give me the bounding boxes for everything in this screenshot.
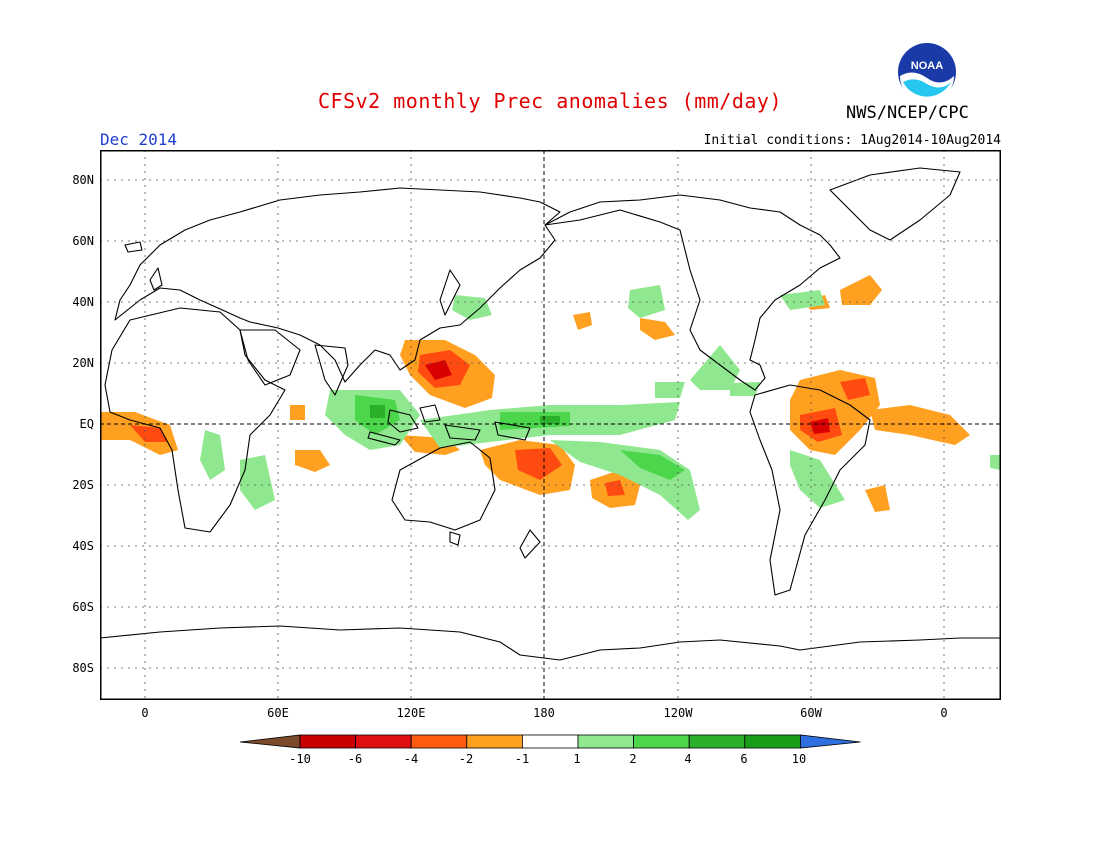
lon-label-60w: 60W	[800, 706, 822, 720]
very-strong-positive-anomaly-areas	[370, 405, 560, 424]
lon-label-120w: 120W	[663, 706, 693, 720]
colorbar-swatch-1	[299, 734, 356, 749]
colorbar	[240, 734, 861, 749]
colorbar-label-neg10: -10	[289, 752, 311, 766]
precip-anomaly-map	[100, 150, 1001, 700]
colorbar-swatch-max	[800, 734, 861, 749]
noaa-logo-icon: NOAA	[898, 43, 956, 102]
colorbar-label-neg6: -6	[347, 752, 363, 766]
lat-label-20s: 20S	[72, 478, 94, 492]
colorbar-swatch-4	[466, 734, 523, 749]
colorbar-label-10: 10	[791, 752, 807, 766]
lon-label-0: 0	[141, 706, 149, 720]
colorbar-swatch-3	[410, 734, 468, 749]
lat-label-20n: 20N	[72, 356, 94, 370]
lat-label-60s: 60S	[72, 600, 94, 614]
reference-lines	[100, 150, 1001, 700]
initial-conditions: Initial conditions: 1Aug2014-10Aug2014	[703, 133, 1001, 148]
lon-label-0-east: 0	[940, 706, 948, 720]
coastlines	[100, 167, 1001, 661]
colorbar-label-4: 4	[684, 752, 692, 766]
lon-label-120e: 120E	[396, 706, 426, 720]
organization-label: NWS/NCEP/CPC	[846, 103, 969, 123]
colorbar-swatch-9	[744, 734, 801, 749]
colorbar-swatch-8	[688, 734, 746, 749]
lat-label-60n: 60N	[72, 234, 94, 248]
colorbar-label-1: 1	[573, 752, 581, 766]
colorbar-label-neg1: -1	[514, 752, 530, 766]
colorbar-swatch-6	[577, 734, 634, 749]
lat-label-eq: EQ	[79, 417, 94, 431]
colorbar-swatch-5	[521, 734, 579, 749]
severe-negative-anomaly-areas	[425, 360, 830, 434]
logo-text: NOAA	[911, 60, 943, 72]
colorbar-swatch-2	[355, 734, 412, 749]
colorbar-label-neg4: -4	[403, 752, 419, 766]
lon-label-180: 180	[533, 706, 555, 720]
lat-label-40s: 40S	[72, 539, 94, 553]
graticule	[100, 150, 1001, 700]
colorbar-swatch-7	[633, 734, 690, 749]
lon-label-60e: 60E	[267, 706, 289, 720]
colorbar-swatch-min	[240, 734, 301, 749]
colorbar-label-6: 6	[740, 752, 748, 766]
lat-label-80s: 80S	[72, 661, 94, 675]
lat-label-40n: 40N	[72, 295, 94, 309]
colorbar-label-2: 2	[629, 752, 637, 766]
forecast-month: Dec 2014	[100, 130, 178, 149]
lat-label-80n: 80N	[72, 173, 94, 187]
colorbar-label-neg2: -2	[458, 752, 474, 766]
map-title: CFSv2 monthly Prec anomalies (mm/day)	[317, 89, 783, 113]
map-frame	[100, 150, 1001, 700]
